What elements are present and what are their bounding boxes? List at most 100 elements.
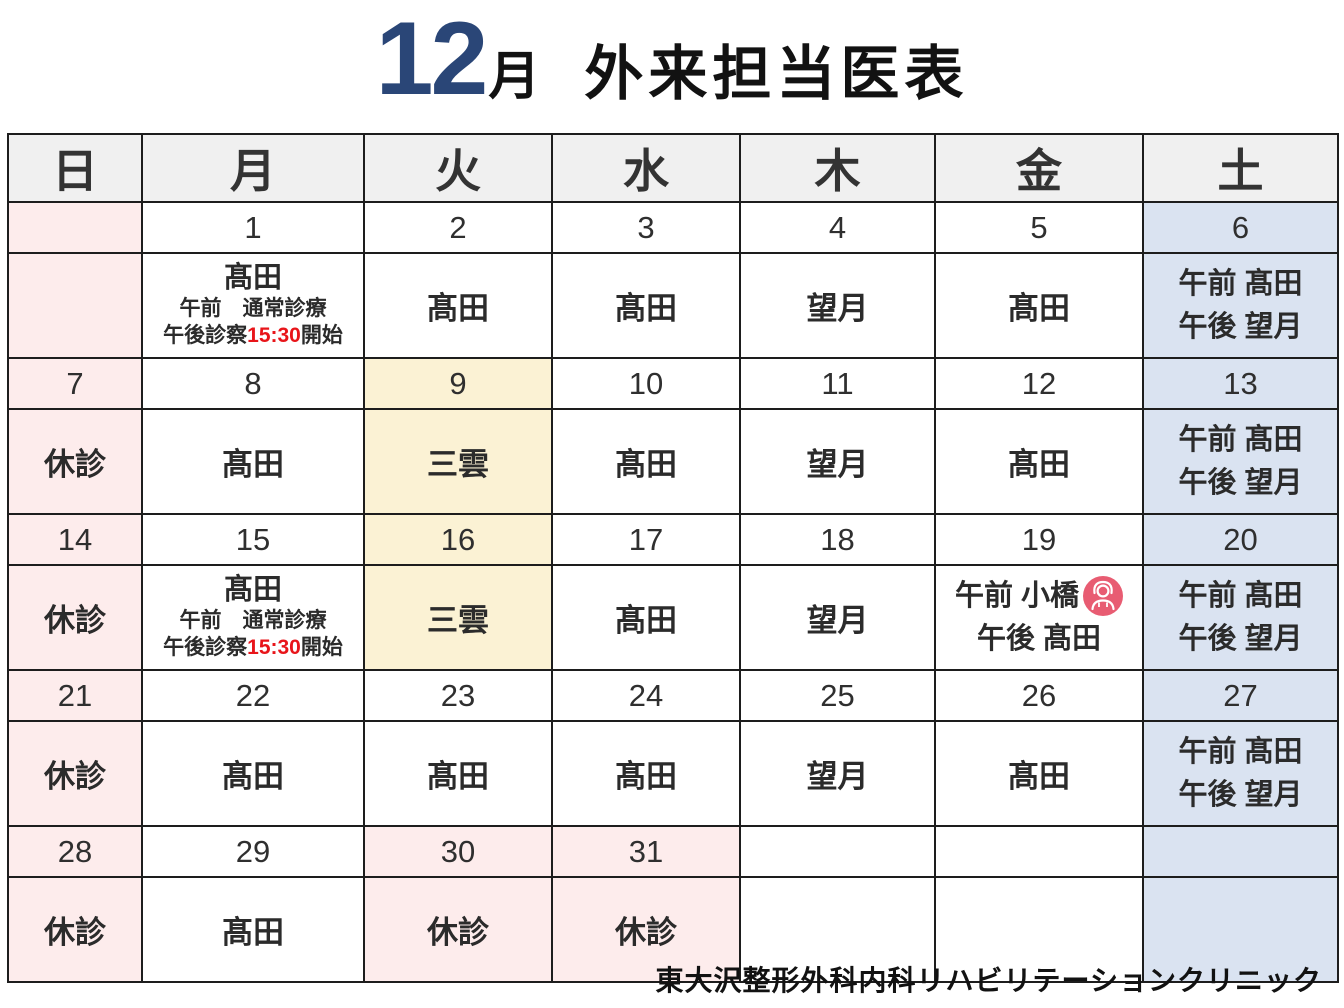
doctor-cell: 望月 (739, 720, 936, 827)
doctor-cell: 髙田 午前 通常診療 午後診察15:30開始 (141, 564, 365, 671)
weekday-header: 木 (739, 133, 936, 203)
date-cell: 6 (1142, 201, 1339, 254)
doctor-cell: 三雲 (363, 408, 553, 515)
weekday-header: 金 (934, 133, 1144, 203)
doctor-name: 髙田 (223, 261, 282, 294)
date-cell: 26 (934, 669, 1144, 722)
date-cell (934, 825, 1144, 878)
date-cell: 15 (141, 513, 365, 566)
date-cell: 17 (551, 513, 741, 566)
weekday-header: 土 (1142, 133, 1339, 203)
doctor-cell: 午前 髙田午後 望月 (1142, 252, 1339, 359)
pm-start-time: 15:30 (247, 324, 301, 348)
doctor-cell: 髙田 (363, 252, 553, 359)
weekday-header: 月 (141, 133, 365, 203)
doctor-cell: 髙田 (934, 252, 1144, 359)
doctor-cell: 休診 (7, 720, 143, 827)
doctor-cell: 望月 (739, 408, 936, 515)
doctor-cell: 髙田 (551, 252, 741, 359)
date-cell (7, 201, 143, 254)
date-cell: 16 (363, 513, 553, 566)
date-cell: 5 (934, 201, 1144, 254)
weekday-header: 水 (551, 133, 741, 203)
date-cell: 22 (141, 669, 365, 722)
date-cell (1142, 825, 1339, 878)
date-cell: 12 (934, 357, 1144, 410)
am-note: 午前 通常診療 (179, 608, 327, 632)
date-cell (739, 825, 936, 878)
date-cell: 27 (1142, 669, 1339, 722)
doctor-cell: 三雲 (363, 564, 553, 671)
doctor-cell: 休診 (7, 876, 143, 983)
date-cell: 28 (7, 825, 143, 878)
doctor-cell: 休診 (7, 564, 143, 671)
date-cell: 21 (7, 669, 143, 722)
date-cell: 10 (551, 357, 741, 410)
title-month-number: 12 (375, 1, 489, 117)
doctor-cell: 休診 (7, 408, 143, 515)
shift-line: 午後 望月 (1178, 466, 1303, 499)
date-cell: 24 (551, 669, 741, 722)
doctor-cell (1142, 876, 1339, 983)
shift-line: 午前 髙田 (1178, 268, 1303, 301)
weekday-header: 日 (7, 133, 143, 203)
date-cell: 14 (7, 513, 143, 566)
calendar-body: 1 2 3 4 5 6 髙田 午前 通常診療 午後診察15:30開始 髙田 髙田 望月 髙田 午前 髙田午… (7, 201, 1339, 983)
doctor-cell: 髙田 (141, 408, 365, 515)
title-month-suffix: 月 (488, 48, 541, 106)
doctor-cell: 髙田 (551, 720, 741, 827)
shift-line: 午後 望月 (1178, 622, 1303, 655)
date-cell: 4 (739, 201, 936, 254)
female-doctor-icon (1083, 576, 1124, 617)
date-cell: 9 (363, 357, 553, 410)
shift-line: 午前 髙田 (1178, 580, 1303, 613)
page-title: 12 月 外来担当医表 (0, 0, 1344, 128)
date-cell: 25 (739, 669, 936, 722)
weekday-header: 火 (363, 133, 553, 203)
doctor-cell: 髙田 (934, 408, 1144, 515)
date-cell: 1 (141, 201, 365, 254)
date-cell: 19 (934, 513, 1144, 566)
date-cell: 3 (551, 201, 741, 254)
date-cell: 11 (739, 357, 936, 410)
date-cell: 30 (363, 825, 553, 878)
doctor-cell: 髙田 (363, 720, 553, 827)
doctor-name: 髙田 (223, 573, 282, 606)
doctor-cell: 望月 (739, 252, 936, 359)
doctor-cell: 髙田 (934, 720, 1144, 827)
doctor-cell: 髙田 (141, 720, 365, 827)
doctor-cell (739, 876, 936, 983)
date-cell: 7 (7, 357, 143, 410)
am-note: 午前 通常診療 (179, 296, 327, 320)
shift-line: 午前 髙田 (1178, 736, 1303, 769)
shift-line: 午後 髙田 (976, 622, 1102, 655)
date-cell: 20 (1142, 513, 1339, 566)
shift-line: 午前 小橋 (937, 575, 1141, 617)
date-cell: 18 (739, 513, 936, 566)
shift-line: 午後 望月 (1178, 310, 1303, 343)
clinic-name: 東大沢整形外科内科リハビリテーションクリニック (655, 965, 1322, 996)
date-cell: 8 (141, 357, 365, 410)
date-cell: 13 (1142, 357, 1339, 410)
date-cell: 29 (141, 825, 365, 878)
date-cell: 2 (363, 201, 553, 254)
doctor-cell: 午前 髙田午後 望月 (1142, 720, 1339, 827)
date-cell: 23 (363, 669, 553, 722)
pm-note: 午後診察15:30開始 (163, 324, 343, 348)
doctor-cell: 午前 小橋午後 髙田 (934, 564, 1144, 671)
weekday-header-row: 日月火水木金土 (7, 133, 1339, 203)
title-text: 外来担当医表 (584, 41, 969, 107)
shift-line: 午後 望月 (1178, 778, 1303, 811)
doctor-cell: 髙田 午前 通常診療 午後診察15:30開始 (141, 252, 365, 359)
doctor-cell: 髙田 (551, 408, 741, 515)
schedule-table: 日月火水木金土 1 2 3 4 5 6 髙田 午前 通常診療 午後診察15:30開始 髙田 髙田 望月… (7, 133, 1339, 983)
doctor-cell: 髙田 (141, 876, 365, 983)
doctor-cell: 髙田 (551, 564, 741, 671)
shift-line: 午前 髙田 (1178, 424, 1303, 457)
doctor-cell (7, 252, 143, 359)
pm-note: 午後診察15:30開始 (163, 636, 343, 660)
doctor-cell: 午前 髙田午後 望月 (1142, 564, 1339, 671)
pm-start-time: 15:30 (247, 636, 301, 660)
date-cell: 31 (551, 825, 741, 878)
doctor-cell: 休診 (551, 876, 741, 983)
